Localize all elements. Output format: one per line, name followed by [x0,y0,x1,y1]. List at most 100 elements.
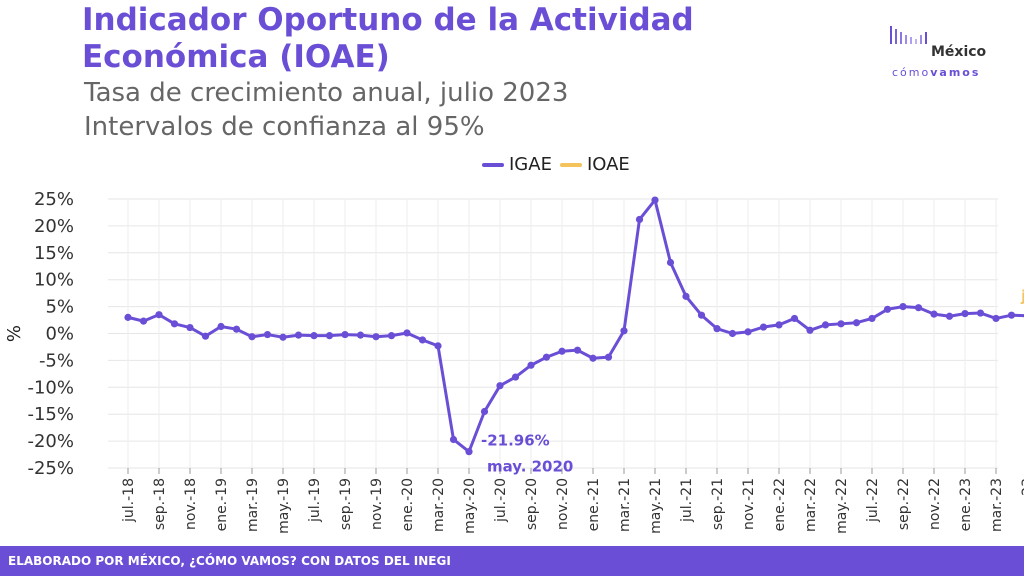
series-igae-point [651,196,659,204]
logo-name: México [931,44,987,60]
series-igae-point [759,323,768,331]
legend-label-ioae: IOAE [586,154,630,175]
x-tick-label: mar.-19 [245,478,261,532]
y-axis-label: % [4,325,25,342]
x-tick-label: jul.-21 [679,478,695,523]
series-igae-point [465,448,473,456]
x-tick-label: jul.-22 [865,478,881,523]
y-tick-label: 10% [34,270,74,291]
series-igae-point [961,309,969,318]
series-igae-point [945,312,954,320]
series-igae-point [682,292,690,300]
series-igae-point [186,323,194,332]
series-igae-point [868,314,876,323]
y-tick-label: -10% [27,377,74,398]
annotation-igae-date: may. 2020 [487,458,573,476]
x-tick-label: jul.-18 [121,478,137,523]
x-tick-label: may.-19 [276,478,292,534]
series-igae-point [604,353,613,361]
x-tick-label: may.-20 [462,478,478,534]
y-tick-label: 20% [34,216,74,237]
chart-subtitle-period: Tasa de crecimiento anual, julio 2023 [84,78,569,108]
chart-subtitle-confidence: Intervalos de confianza al 95% [84,112,485,142]
series-igae-point [248,333,256,341]
series-igae-point [217,322,225,331]
series-igae-point [232,325,241,333]
legend-swatch-igae [482,162,504,167]
series-igae-point [883,305,892,313]
x-tick-label: ene.-20 [400,478,416,531]
footer-credit: ELABORADO POR MÉXICO, ¿CÓMO VAMOS? CON D… [8,554,451,568]
series-igae-point [589,354,597,362]
legend-item-ioae: IOAE [559,154,630,175]
series-igae-point [713,325,721,333]
series-igae-point [790,314,799,323]
series-igae-point [511,373,520,381]
series-igae-point [558,347,566,355]
series-igae-point [635,215,644,224]
series-igae-point [821,321,830,329]
series-igae-point [775,321,783,329]
series-igae-point [434,342,442,350]
chart-title: Indicador Oportuno de la Actividad Econó… [82,2,694,75]
series-igae-point [201,332,210,340]
x-tick-label: sep.-20 [524,478,540,530]
series-igae-point [666,258,675,267]
annotation-ioae-date: jul. 2023 [1020,287,1024,305]
x-tick-label: nov.-19 [369,478,385,530]
x-tick-label: nov.-18 [183,478,199,530]
series-igae-point [124,313,132,321]
y-tick-label: 5% [45,297,74,318]
x-tick-label: ene.-23 [958,478,974,531]
y-tick-label: -5% [39,350,74,371]
series-igae-point [573,346,582,354]
series-igae-point [496,382,504,390]
x-tick-label: sep.-18 [152,478,168,530]
legend-label-igae: IGAE [509,154,552,175]
series-igae-point [310,332,318,340]
x-tick-label: sep.-21 [710,478,726,530]
series-igae-point [170,320,179,328]
series-igae-point [449,435,458,444]
x-tick-label: sep.-19 [338,478,354,530]
series-igae-point [837,320,845,328]
series-igae-point [294,331,303,339]
x-tick-label: nov.-22 [927,478,943,530]
x-tick-label: mar.-23 [989,478,1005,532]
series-igae-point [744,328,752,336]
x-tick-label: mar.-21 [617,478,633,532]
x-tick-label: mar.-22 [803,478,819,532]
x-tick-label: mar.-20 [431,478,447,532]
series-igae-point [356,331,365,339]
series-igae-point [976,309,985,317]
series-igae-point [387,332,396,340]
x-tick-label: jul.-19 [307,478,323,523]
series-igae-point [914,304,923,312]
series-igae-point [806,326,814,334]
y-tick-label: -20% [27,431,74,452]
series-igae-point [480,407,489,416]
x-tick-label: ene.-22 [772,478,788,531]
series-igae-point [139,317,148,325]
series-igae-point [728,329,737,338]
footer-bar: ELABORADO POR MÉXICO, ¿CÓMO VAMOS? CON D… [0,546,1024,576]
logo-tag-part2: vamos [930,66,981,79]
x-tick-label: sep.-22 [896,478,912,530]
logo-bars-icon [890,26,927,44]
series-igae-point [403,329,411,337]
x-tick-label: may.-23 [1020,478,1024,534]
series-igae-point [372,333,380,341]
y-tick-label: -15% [27,404,74,425]
logo-tag-part1: cómo [892,66,931,79]
series-igae-point [263,330,272,339]
series-igae-point [697,311,706,319]
mexico-como-vamos-logo: México cómovamos [890,22,1002,82]
chart-legend: IGAE IOAE [482,154,630,175]
series-igae-point [1007,311,1016,319]
series-igae-point [341,330,349,339]
legend-item-igae: IGAE [482,154,552,175]
x-tick-label: ene.-19 [214,478,230,531]
logo-tagline: cómovamos [892,66,980,79]
x-tick-label: may.-22 [834,478,850,534]
y-tick-label: 0% [45,324,74,345]
